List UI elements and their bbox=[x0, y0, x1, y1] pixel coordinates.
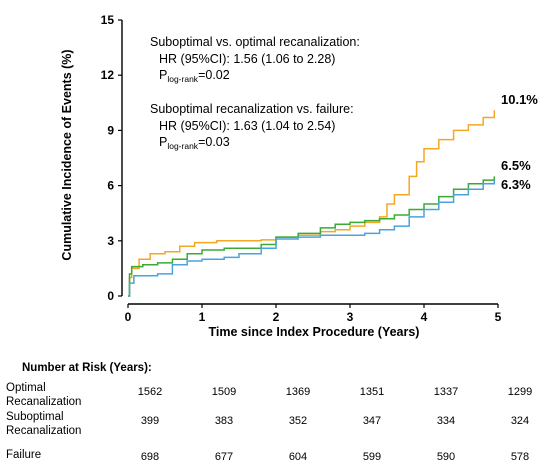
annotation-2-line2: HR (95%CI): 1.63 (1.04 to 2.54) bbox=[159, 119, 335, 133]
y-tick-label: 0 bbox=[107, 289, 114, 303]
risk-cell: 352 bbox=[288, 415, 308, 427]
risk-row-label-line2: Recanalization bbox=[6, 425, 82, 437]
x-tick-label: 4 bbox=[421, 310, 428, 324]
risk-cell: 347 bbox=[362, 415, 382, 427]
chart-series bbox=[128, 110, 496, 297]
risk-cell: 1337 bbox=[433, 386, 459, 398]
annotation-block-1: Suboptimal vs. optimal recanalization: H… bbox=[150, 35, 360, 84]
risk-cell: 604 bbox=[288, 451, 308, 463]
series-end-label-2: 6.3% bbox=[501, 177, 531, 192]
risk-cell: 1369 bbox=[285, 386, 311, 398]
annotation-1-line1: Suboptimal vs. optimal recanalization: bbox=[150, 35, 360, 49]
x-tick-label: 5 bbox=[495, 310, 502, 324]
risk-table-title: Number at Risk (Years): bbox=[22, 362, 152, 374]
series-end-label-1: 6.5% bbox=[501, 158, 531, 173]
risk-cell: 1562 bbox=[137, 386, 163, 398]
risk-cell: 578 bbox=[510, 451, 530, 463]
y-tick-label: 12 bbox=[101, 68, 115, 82]
risk-cell: 1351 bbox=[359, 386, 385, 398]
x-tick-label: 2 bbox=[273, 310, 280, 324]
annotation-2-p-val: =0.03 bbox=[198, 135, 230, 149]
risk-row-label-line1: Suboptimal bbox=[6, 411, 64, 423]
series-line-0 bbox=[128, 110, 496, 297]
risk-cell: 1509 bbox=[211, 386, 237, 398]
risk-cell: 599 bbox=[362, 451, 382, 463]
series-end-label-0: 10.1% bbox=[501, 92, 538, 107]
annotation-2-p: P bbox=[159, 135, 167, 149]
series-line-2 bbox=[128, 180, 496, 297]
risk-row-label-optimal: Optimal Recanalization bbox=[6, 381, 81, 409]
x-tick-label: 0 bbox=[125, 310, 132, 324]
annotation-1-p-val: =0.02 bbox=[198, 68, 230, 82]
risk-row-label-failure: Failure bbox=[6, 448, 41, 462]
annotation-1-pvalue: Plog-rank=0.02 bbox=[159, 68, 230, 84]
risk-cell: 698 bbox=[140, 451, 160, 463]
risk-cell: 334 bbox=[436, 415, 456, 427]
risk-cell: 324 bbox=[510, 415, 530, 427]
x-tick-label: 3 bbox=[347, 310, 354, 324]
y-tick-label: 3 bbox=[107, 234, 114, 248]
risk-row-label-line2: Recanalization bbox=[6, 396, 82, 408]
y-tick-label: 15 bbox=[101, 13, 115, 27]
x-axis-label: Time since Index Procedure (Years) bbox=[209, 325, 420, 339]
risk-cell: 383 bbox=[214, 415, 234, 427]
y-axis-label: Cumulative Incidence of Events (%) bbox=[60, 49, 74, 260]
chart-end-labels: 10.1% 6.5% 6.3% bbox=[501, 92, 538, 192]
risk-cell: 1299 bbox=[507, 386, 533, 398]
annotation-2-line1: Suboptimal recanalization vs. failure: bbox=[150, 102, 354, 116]
y-tick-label: 6 bbox=[107, 179, 114, 193]
y-tick-label: 9 bbox=[107, 123, 114, 137]
risk-cell: 677 bbox=[214, 451, 234, 463]
annotation-1-p-sub: log-rank bbox=[167, 74, 198, 84]
risk-row-label-suboptimal: Suboptimal Recanalization bbox=[6, 410, 81, 438]
risk-cell: 399 bbox=[140, 415, 160, 427]
risk-row-label-line1: Failure bbox=[6, 449, 42, 461]
annotation-2-pvalue: Plog-rank=0.03 bbox=[159, 135, 230, 151]
x-tick-label: 1 bbox=[199, 310, 206, 324]
annotation-1-line2: HR (95%CI): 1.56 (1.06 to 2.28) bbox=[159, 52, 335, 66]
annotation-1-p: P bbox=[159, 68, 167, 82]
risk-cell: 590 bbox=[436, 451, 456, 463]
annotation-block-2: Suboptimal recanalization vs. failure: H… bbox=[150, 102, 354, 151]
series-line-1 bbox=[128, 176, 496, 297]
annotation-2-p-sub: log-rank bbox=[167, 141, 198, 151]
risk-row-label-line1: Optimal bbox=[6, 382, 46, 394]
